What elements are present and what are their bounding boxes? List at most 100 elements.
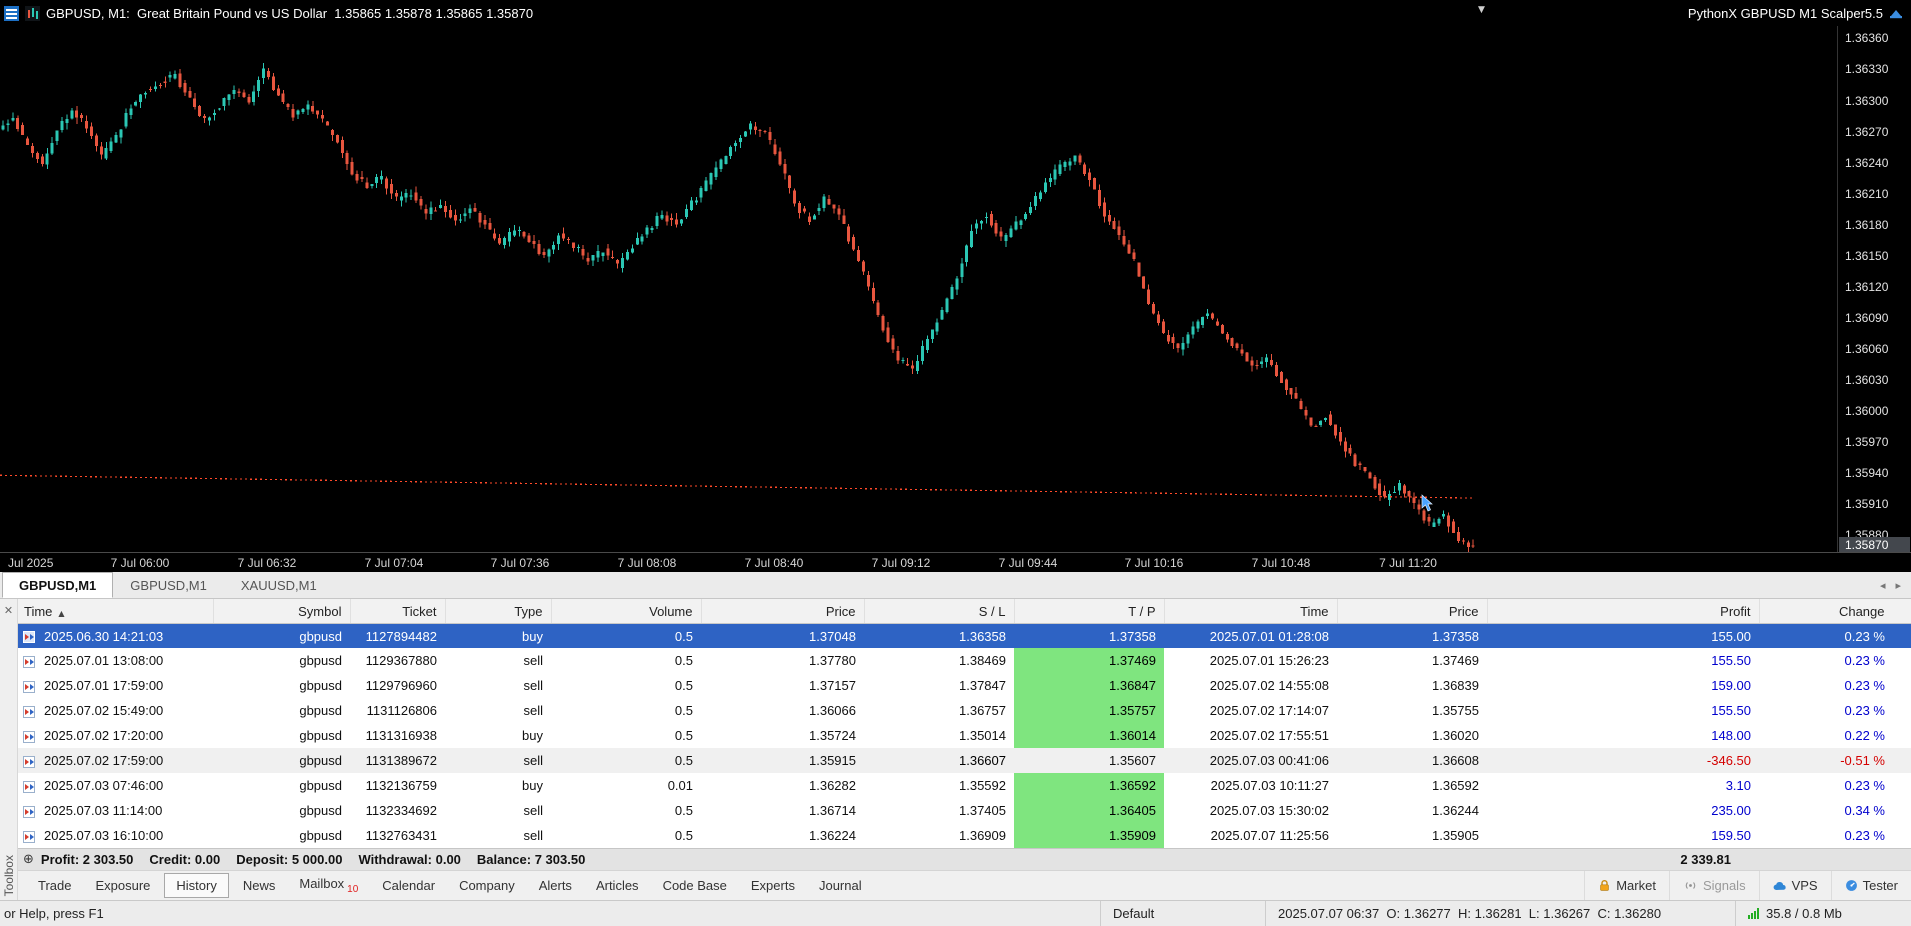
history-row[interactable]: 2025.07.02 17:59:00 gbpusd 1131389672 sell 0…	[18, 748, 1911, 774]
time-axis[interactable]: Jul 2025 7 Jul 06:00 7 Jul 06:32 7 Jul 07:0…	[0, 552, 1911, 573]
column-header-price[interactable]: Price	[701, 599, 865, 624]
toolbox-vertical-label: Toolbox	[1, 854, 16, 896]
cell-profit: 155.50	[1711, 653, 1751, 669]
expert-advisor-icon	[1889, 7, 1903, 20]
tester-button[interactable]: Tester	[1830, 871, 1911, 900]
column-header-volume[interactable]: Volume	[551, 599, 702, 624]
cell-open-price: 1.35724	[809, 728, 856, 744]
cell-symbol: gbpusd	[299, 803, 342, 819]
account-summary-bar: ⊕ Profit: 2 303.50 Credit: 0.00 Deposit: 5…	[18, 848, 1911, 871]
deal-icon	[23, 805, 35, 818]
column-header-t-p[interactable]: T / P	[1014, 599, 1165, 624]
toolbox-tab-experts[interactable]: Experts	[750, 878, 795, 894]
column-header-ticket[interactable]: Ticket	[350, 599, 446, 624]
summary-item: Balance: 7 303.50	[476, 852, 586, 868]
candlestick-chart[interactable]	[0, 26, 1837, 553]
chart-area[interactable]: 1.36360 1.36330 1.36300 1.36270 1.36240 1.362…	[0, 26, 1911, 553]
toolbox-tab-mailbox[interactable]: Mailbox 10	[299, 876, 359, 895]
history-row[interactable]: 2025.07.02 17:20:00 gbpusd 1131316938 buy 0.…	[18, 723, 1911, 749]
cell-volume: 0.5	[551, 623, 701, 649]
cell-type: buy	[522, 728, 543, 744]
cell-close-price: 1.36020	[1432, 728, 1479, 744]
price-axis-label: 1.36150	[1845, 249, 1889, 263]
market-button[interactable]: Market	[1584, 871, 1669, 900]
cell-symbol: gbpusd	[299, 778, 342, 794]
toolbox-tab-code-base[interactable]: Code Base	[662, 878, 727, 894]
summary-item: Profit: 2 303.50	[40, 852, 134, 868]
summary-items: Profit: 2 303.50 Credit: 0.00 Deposit: 5 0…	[41, 852, 601, 867]
tab-scroll-right-icon[interactable]: ▸	[1895, 578, 1901, 592]
time-axis-label: 7 Jul 10:16	[1124, 556, 1184, 571]
toolbox-tab-trade[interactable]: Trade	[38, 878, 72, 894]
cell-open-price: 1.37157	[809, 678, 856, 694]
cell-take-profit: 1.35607	[1014, 748, 1164, 774]
history-row[interactable]: 2025.07.01 17:59:00 gbpusd 1129796960 sell 0…	[18, 673, 1911, 699]
history-row[interactable]: 2025.07.03 11:14:00 gbpusd 1132334692 sell 0…	[18, 798, 1911, 824]
toolbox-tab-news[interactable]: News	[242, 878, 276, 894]
connection-status[interactable]: 35.8 / 0.8 Mb	[1735, 901, 1911, 926]
deal-icon-cell	[18, 723, 40, 748]
toolbox-tab-alerts[interactable]: Alerts	[538, 878, 572, 894]
profile-selector[interactable]: Default	[1100, 901, 1265, 926]
plus-circle-icon[interactable]: ⊕	[23, 852, 34, 868]
cell-ticket: 1132763431	[365, 828, 437, 844]
cell-type: buy	[445, 623, 551, 649]
help-hint: or Help, press F1	[4, 906, 104, 921]
column-header-profit[interactable]: Profit	[1487, 599, 1760, 624]
cell-change: 0.23 %	[1844, 678, 1885, 694]
toolbox-tab-company[interactable]: Company	[459, 878, 515, 894]
price-axis[interactable]: 1.36360 1.36330 1.36300 1.36270 1.36240 1.362…	[1837, 26, 1911, 553]
cell-type: sell	[523, 803, 543, 819]
toolbox-tab-exposure[interactable]: Exposure	[95, 878, 151, 894]
deal-icon	[23, 730, 35, 743]
summary-item: Credit: 0.00	[149, 852, 221, 868]
history-row[interactable]: 2025.07.01 13:08:00 gbpusd 1129367880 sell 0…	[18, 648, 1911, 674]
column-header-symbol[interactable]: Symbol	[213, 599, 351, 624]
tab-scroll-left-icon[interactable]: ◂	[1879, 578, 1886, 592]
cell-type: buy	[522, 778, 543, 794]
cell-ticket: 1132136759	[365, 778, 437, 794]
chart-tab-xauusd-m1[interactable]: XAUUSD,M1	[240, 578, 317, 594]
chart-tab-gbpusd-m1[interactable]: GBPUSD,M1	[2, 572, 114, 599]
cell-ticket: 1129367880	[365, 653, 437, 669]
price-axis-label: 1.35910	[1845, 497, 1889, 511]
history-row[interactable]: 2025.07.02 15:49:00 gbpusd 1131126806 sell 0…	[18, 698, 1911, 724]
column-header-time-close[interactable]: Time	[1164, 599, 1338, 624]
close-icon[interactable]: ✕	[3, 604, 14, 618]
cell-symbol: gbpusd	[213, 623, 350, 649]
toolbox-tab-calendar[interactable]: Calendar	[382, 878, 436, 894]
column-header-type[interactable]: Type	[445, 599, 552, 624]
chevron-down-icon[interactable]: ▼	[1478, 5, 1485, 15]
history-row[interactable]: 2025.07.03 16:10:00 gbpusd 1132763431 sell 0…	[18, 823, 1911, 849]
column-header-change[interactable]: Change	[1759, 599, 1911, 624]
cell-open-time: 2025.07.02 17:59:00	[40, 748, 213, 774]
time-axis-label: 7 Jul 09:12	[871, 556, 931, 571]
cell-volume: 0.5	[551, 748, 701, 774]
toolbox-tab-history[interactable]: History	[164, 873, 229, 899]
column-header-time[interactable]: Time ▲	[18, 599, 214, 624]
vps-button[interactable]: VPS	[1758, 871, 1831, 900]
price-axis-label: 1.36240	[1845, 156, 1889, 170]
cell-close-time: 2025.07.01 15:26:23	[1209, 653, 1329, 669]
chart-tab-gbpusd-m1[interactable]: GBPUSD,M1	[130, 578, 207, 594]
summary-total: 2 339.81	[1680, 852, 1731, 868]
cell-profit: 155.50	[1711, 703, 1751, 719]
cell-open-time: 2025.07.02 17:20:00	[44, 728, 164, 744]
column-header-price-close[interactable]: Price	[1337, 599, 1488, 624]
cell-stop-loss: 1.36757	[959, 703, 1006, 719]
cell-close-price: 1.36608	[1337, 748, 1487, 774]
toolbox-tab-articles[interactable]: Articles	[595, 878, 639, 894]
price-axis-label: 1.36000	[1845, 404, 1889, 418]
signals-button[interactable]: Signals	[1668, 871, 1759, 900]
cell-open-price: 1.37780	[809, 653, 856, 669]
history-row[interactable]: 2025.07.03 07:46:00 gbpusd 1132136759 buy 0.…	[18, 773, 1911, 799]
column-header-s-l[interactable]: S / L	[864, 599, 1015, 624]
history-row[interactable]: 2025.06.30 14:21:03 gbpusd 1127894482 buy 0.…	[18, 623, 1911, 649]
time-axis-label: 7 Jul 06:00	[110, 556, 170, 571]
cell-symbol: gbpusd	[299, 828, 342, 844]
cell-close-price: 1.36592	[1432, 778, 1479, 794]
toolbox-tab-journal[interactable]: Journal	[818, 878, 862, 894]
cell-close-price: 1.35905	[1432, 828, 1479, 844]
